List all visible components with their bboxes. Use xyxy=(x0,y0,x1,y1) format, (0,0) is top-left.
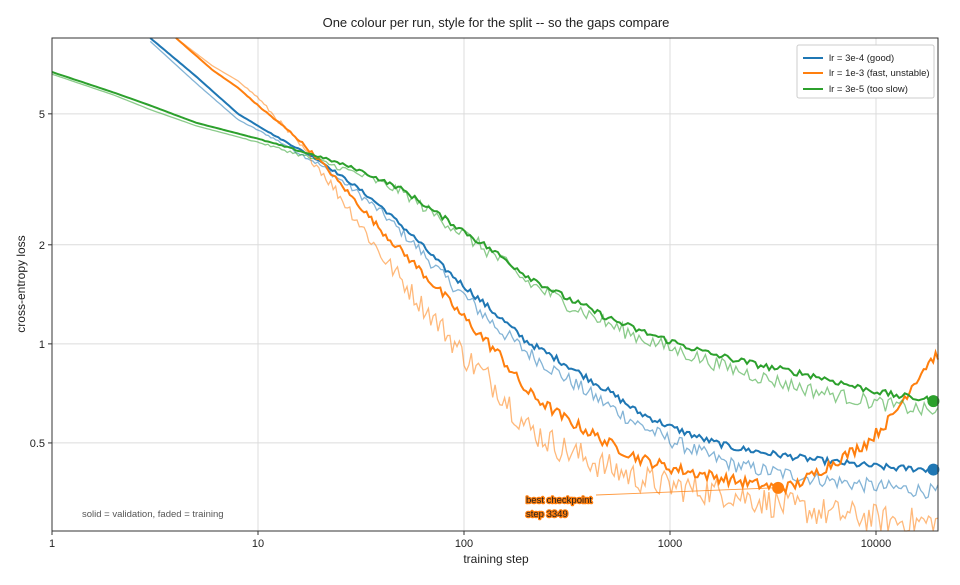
x-tick-label: 1 xyxy=(49,538,55,550)
y-tick-label: 1 xyxy=(39,339,45,351)
series-layer xyxy=(51,37,940,532)
y-axis-title: cross-entropy loss xyxy=(14,235,28,332)
end-marker xyxy=(927,463,940,476)
end-marker xyxy=(772,481,785,494)
legend-label-good: lr = 3e-4 (good) xyxy=(829,53,894,64)
annotations: best checkpoint step 3349 xyxy=(525,487,773,521)
best-checkpoint-label-line2: step 3349 xyxy=(526,509,568,520)
validation-line xyxy=(51,71,939,406)
grid xyxy=(51,38,938,531)
series-group xyxy=(51,71,940,417)
legend-label-slow: lr = 3e-5 (too slow) xyxy=(829,84,908,95)
training-line xyxy=(51,73,939,417)
chart-title: One colour per run, style for the split … xyxy=(323,15,670,30)
x-tick-label: 10 xyxy=(252,538,264,550)
best-checkpoint-label-line1: best checkpoint xyxy=(526,495,592,506)
best-checkpoint-connector xyxy=(595,487,773,496)
y-tick-label: 5 xyxy=(39,109,45,121)
legend-box xyxy=(796,44,935,99)
plot-frame xyxy=(51,37,939,532)
x-axis-title: training step xyxy=(463,552,529,566)
validation-line xyxy=(175,37,939,496)
axes: 1 10 100 1000 10000 0.5 1 2 5 xyxy=(30,37,939,550)
training-line xyxy=(149,40,939,500)
end-marker xyxy=(927,395,940,408)
validation-line xyxy=(149,37,939,474)
legend: lr = 3e-4 (good) lr = 1e-3 (fast, unstab… xyxy=(796,44,935,99)
series-group xyxy=(149,37,940,500)
x-tick-label: 10000 xyxy=(861,538,892,550)
x-tick-label: 100 xyxy=(455,538,473,550)
training-line xyxy=(175,37,939,532)
style-note: solid = validation, faded = training xyxy=(82,509,224,520)
series-group xyxy=(175,37,939,532)
y-tick-label: 2 xyxy=(39,240,45,252)
y-tick-label: 0.5 xyxy=(30,438,45,450)
legend-label-unstable: lr = 1e-3 (fast, unstable) xyxy=(829,68,930,79)
x-tick-label: 1000 xyxy=(658,538,682,550)
